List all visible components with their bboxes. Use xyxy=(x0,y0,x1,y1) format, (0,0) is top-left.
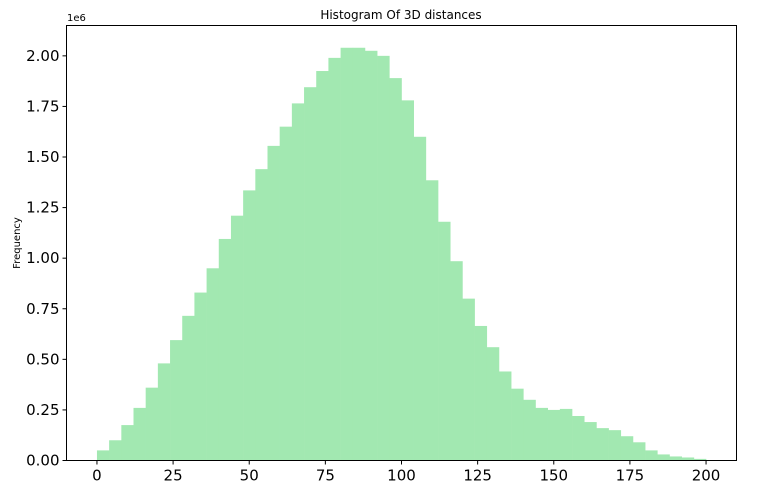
histogram-bar xyxy=(559,408,573,461)
x-tick-label: 150 xyxy=(539,467,568,485)
histogram-bar xyxy=(584,422,597,461)
y-tick-label: 0.75 xyxy=(26,300,59,318)
x-tick-label: 175 xyxy=(616,467,645,485)
histogram-bar xyxy=(657,454,670,461)
histogram-bar xyxy=(316,71,329,461)
histogram-bar xyxy=(304,87,317,461)
histogram-bar xyxy=(133,407,146,461)
histogram-bar xyxy=(462,298,475,461)
histogram-bar xyxy=(340,47,354,461)
histogram-bar xyxy=(364,50,378,461)
y-tick-label: 2.00 xyxy=(26,47,59,65)
histogram-bar xyxy=(535,407,548,461)
histogram-bar xyxy=(523,399,536,461)
histogram-bar xyxy=(267,145,280,461)
histogram-bar xyxy=(279,126,293,461)
histogram-bar xyxy=(608,430,622,461)
x-tick-label: 125 xyxy=(463,467,492,485)
histogram-bar xyxy=(596,428,609,461)
y-tick-label: 0.25 xyxy=(26,401,59,419)
histogram-bar xyxy=(450,261,463,461)
histogram-bar xyxy=(194,292,207,461)
histogram-bar xyxy=(632,442,646,461)
histogram-bar xyxy=(413,136,427,461)
x-tick-label: 200 xyxy=(692,467,721,485)
x-axis-ticks: 0 25 50 75 100 125 150 175 200 xyxy=(92,460,721,485)
histogram-bar xyxy=(620,436,634,461)
x-tick-label: 50 xyxy=(240,467,259,485)
histogram-bar xyxy=(681,457,695,461)
x-tick-label: 75 xyxy=(316,467,335,485)
histogram-bar xyxy=(377,55,390,461)
y-axis-label: Frequency xyxy=(12,217,23,269)
histogram-bar xyxy=(425,180,439,461)
histogram-bar xyxy=(669,456,682,461)
histogram-bar xyxy=(474,325,488,461)
histogram-bar xyxy=(401,100,414,461)
histogram-bar xyxy=(547,409,561,461)
histogram-bars xyxy=(96,47,707,461)
y-offset-label: 1e6 xyxy=(67,13,86,24)
histogram-bar xyxy=(255,169,268,461)
histogram-bar xyxy=(389,78,402,461)
histogram-bar xyxy=(645,450,658,461)
histogram-bar xyxy=(328,57,341,461)
histogram-bar xyxy=(96,450,110,461)
histogram-bar xyxy=(438,221,451,461)
histogram-bar xyxy=(693,458,707,461)
histogram-bar xyxy=(157,363,171,461)
histogram-bar xyxy=(145,387,159,461)
y-axis-ticks: 0.00 0.25 0.50 0.75 1.00 1.25 1.50 1.75 2.00 xyxy=(26,47,67,470)
histogram-bar xyxy=(243,190,256,461)
y-tick-label: 0.00 xyxy=(26,452,59,470)
histogram-bar xyxy=(572,415,585,461)
histogram-bar xyxy=(498,371,512,461)
y-tick-label: 1.25 xyxy=(26,199,59,217)
histogram-bar xyxy=(206,268,220,461)
x-tick-label: 0 xyxy=(92,467,102,485)
histogram-bar xyxy=(230,215,244,461)
histogram-bar xyxy=(109,440,122,461)
x-tick-label: 100 xyxy=(387,467,416,485)
histogram-bar xyxy=(182,315,195,461)
histogram-bar xyxy=(486,347,500,461)
histogram-bar xyxy=(170,340,183,461)
histogram-bar xyxy=(352,47,366,461)
y-tick-label: 1.75 xyxy=(26,97,59,115)
histogram-bar xyxy=(511,388,524,461)
y-tick-label: 1.50 xyxy=(26,148,59,166)
histogram-bar xyxy=(121,425,134,461)
y-tick-label: 1.00 xyxy=(26,249,59,267)
histogram-bar xyxy=(291,103,305,461)
y-tick-label: 0.50 xyxy=(26,350,59,368)
plot-frame xyxy=(66,25,737,461)
chart-title: Histogram Of 3D distances xyxy=(320,8,481,22)
x-tick-label: 25 xyxy=(164,467,183,485)
histogram-bar xyxy=(218,238,232,461)
